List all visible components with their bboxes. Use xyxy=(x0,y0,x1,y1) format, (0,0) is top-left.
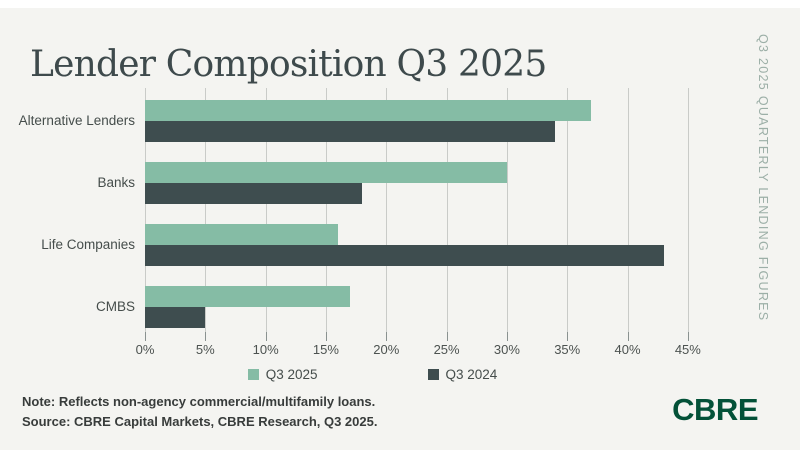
source-text: Source: CBRE Capital Markets, CBRE Resea… xyxy=(22,414,378,429)
gridline-45 xyxy=(687,88,689,332)
tick-label-5: 5% xyxy=(195,342,215,357)
bar-q3-2024-cmbs xyxy=(145,307,206,328)
gridline-15 xyxy=(325,88,327,332)
gridline-25 xyxy=(446,88,448,332)
tick-mark-10 xyxy=(265,332,267,341)
chart-plot-area xyxy=(145,88,718,341)
gridline-20 xyxy=(386,88,388,332)
legend-item-q3-2024: Q3 2024 xyxy=(427,366,498,382)
category-label-banks: Banks xyxy=(97,175,135,190)
gridline-10 xyxy=(265,88,267,332)
tick-mark-0 xyxy=(145,332,146,341)
tick-mark-35 xyxy=(567,332,569,341)
chart-legend: Q3 2025 Q3 2024 xyxy=(0,366,745,382)
tick-label-0: 0% xyxy=(135,342,155,357)
bar-q3-2024-banks xyxy=(145,183,363,204)
tick-label-15: 15% xyxy=(312,342,339,357)
footnotes: Note: Reflects non-agency commercial/mul… xyxy=(22,392,377,432)
tick-label-35: 35% xyxy=(554,342,581,357)
tick-mark-40 xyxy=(627,332,629,341)
bar-q3-2024-alternative-lenders xyxy=(145,121,556,142)
lender-composition-bar-chart: Alternative Lenders Banks Life Companies CM… xyxy=(0,88,800,357)
legend-label-q3-2024: Q3 2024 xyxy=(445,366,498,382)
gridline-30 xyxy=(506,88,508,332)
tick-label-40: 40% xyxy=(614,342,641,357)
gridline-35 xyxy=(567,88,569,332)
tick-mark-15 xyxy=(325,332,327,341)
gridline-0 xyxy=(145,88,146,332)
tick-label-25: 25% xyxy=(433,342,460,357)
category-label-alternative-lenders: Alternative Lenders xyxy=(18,113,135,128)
category-labels-column: Alternative Lenders Banks Life Companies CM… xyxy=(0,88,135,338)
tick-label-10: 10% xyxy=(252,342,279,357)
tick-mark-45 xyxy=(687,332,689,341)
gridline-5 xyxy=(205,88,207,332)
category-label-life-companies: Life Companies xyxy=(41,237,135,252)
tick-mark-30 xyxy=(506,332,508,341)
tick-mark-20 xyxy=(386,332,388,341)
legend-item-q3-2025: Q3 2025 xyxy=(247,366,318,382)
top-border-strip xyxy=(0,0,800,8)
tick-label-30: 30% xyxy=(493,342,520,357)
tick-label-20: 20% xyxy=(373,342,400,357)
bar-q3-2025-cmbs xyxy=(145,286,351,307)
legend-label-q3-2025: Q3 2025 xyxy=(265,366,318,382)
side-vertical-label: Q3 2025 QUARTERLY LENDING FIGURES xyxy=(756,34,770,322)
note-text: Note: Reflects non-agency commercial/mul… xyxy=(22,394,376,409)
tick-mark-5 xyxy=(205,332,207,341)
bar-q3-2025-life-companies xyxy=(145,224,338,245)
bar-q3-2025-alternative-lenders xyxy=(145,100,592,121)
category-label-cmbs: CMBS xyxy=(95,299,135,314)
tick-mark-25 xyxy=(446,332,448,341)
cbre-logo: CBRE xyxy=(672,392,758,427)
x-axis-tick-labels: 0% 5% 10% 15% 20% 25% 30% 35% 40% 45% xyxy=(136,340,718,357)
gridline-40 xyxy=(627,88,629,332)
legend-swatch-q3-2024 xyxy=(427,368,439,380)
page-title: Lender Composition Q3 2025 xyxy=(30,44,547,86)
bar-q3-2025-banks xyxy=(145,162,507,183)
tick-label-45: 45% xyxy=(674,342,701,357)
legend-swatch-q3-2025 xyxy=(247,368,259,380)
bar-q3-2024-life-companies xyxy=(145,245,664,266)
